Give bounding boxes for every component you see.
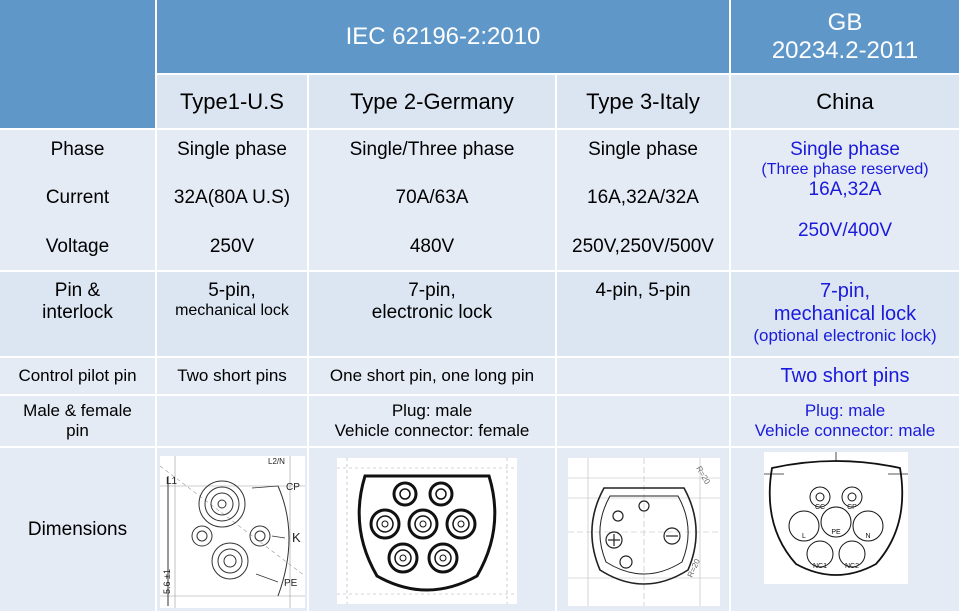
type1-label-l1: L1 (166, 476, 178, 487)
row-label-dimensions: Dimensions (0, 448, 155, 611)
row-label-phase-current-voltage: Phase Current Voltage (0, 130, 155, 270)
column-header-type1: Type1-U.S (157, 75, 307, 128)
china-phase-note: (Three phase reserved) (761, 160, 929, 178)
gb-title-line1: GB (827, 8, 863, 36)
type1-pin-cell: 5-pin, mechanical lock (157, 272, 307, 356)
china-pin-n: N (865, 533, 870, 540)
iec-standard-header: IEC 62196-2:2010 (157, 0, 729, 73)
type2-control-pilot-cell: One short pin, one long pin (309, 358, 555, 394)
china-drawing-svg: CC CP L PE N NC1 NC2 (764, 452, 908, 576)
type1-label-cp: CP (286, 482, 300, 493)
row-label-male-female: Male & female pin (0, 396, 155, 446)
type1-label-dim: 5.6 ±1 (162, 569, 172, 594)
china-electrical-cell: Single phase (Three phase reserved) 16A,… (731, 130, 959, 270)
china-pin-l: L (802, 533, 806, 540)
type2-male-female-cell: Plug: male Vehicle connector: female (309, 396, 555, 446)
type1-electrical-cell: Single phase 32A(80A U.S) 250V (157, 130, 307, 270)
china-pin-nc2: NC2 (845, 563, 859, 570)
column-header-china: China (731, 75, 959, 128)
row-label-pin-interlock: Pin & interlock (0, 272, 155, 356)
china-connector-drawing: CC CP L PE N NC1 NC2 (764, 452, 908, 584)
type1-connector-drawing: L1 L2/N CP K PE 5.6 ±1 (159, 456, 306, 608)
china-pin-pe: PE (831, 529, 841, 536)
china-pin-cc: CC (815, 504, 825, 511)
type3-electrical-cell: Single phase 16A,32A/32A 250V,250V/500V (557, 130, 729, 270)
type2-pin-cell: 7-pin, electronic lock (309, 272, 555, 356)
column-header-type2: Type 2-Germany (309, 75, 555, 128)
header-corner (0, 0, 155, 128)
type3-pin-cell: 4-pin, 5-pin (557, 272, 729, 356)
type1-label-pe: PE (284, 578, 298, 589)
gb-standard-header: GB 20234.2-2011 (731, 0, 959, 73)
type2-connector-drawing (337, 458, 517, 604)
type3-control-pilot-cell (557, 358, 729, 394)
type1-label-k: K (292, 530, 301, 545)
type3-drawing-svg: R=20 R=20 (568, 458, 720, 606)
type1-label-l2n: L2/N (268, 457, 285, 466)
voltage-label: Voltage (45, 235, 110, 257)
gb-title-line2: 20234.2-2011 (771, 36, 919, 64)
china-pin-cell: 7-pin, mechanical lock (optional electro… (731, 272, 959, 356)
china-control-pilot-cell: Two short pins (731, 358, 959, 394)
type1-control-pilot-cell: Two short pins (157, 358, 307, 394)
china-pin-nc1: NC1 (813, 563, 827, 570)
type3-male-female-cell (557, 396, 729, 446)
china-male-female-cell: Plug: male Vehicle connector: male (731, 396, 959, 446)
type3-connector-drawing: R=20 R=20 (568, 458, 720, 606)
type1-male-female-cell (157, 396, 307, 446)
type2-electrical-cell: Single/Three phase 70A/63A 480V (309, 130, 555, 270)
type1-drawing-svg: L1 L2/N CP K PE 5.6 ±1 (159, 456, 306, 608)
type2-drawing-svg (337, 458, 517, 604)
row-label-control-pilot: Control pilot pin (0, 358, 155, 394)
china-pin-cp: CP (847, 504, 857, 511)
current-label: Current (45, 186, 110, 208)
type3-label-r-top: R=20 (694, 465, 712, 487)
iec-title: IEC 62196-2:2010 (345, 22, 541, 50)
phase-label: Phase (50, 139, 105, 160)
column-header-type3: Type 3-Italy (557, 75, 729, 128)
